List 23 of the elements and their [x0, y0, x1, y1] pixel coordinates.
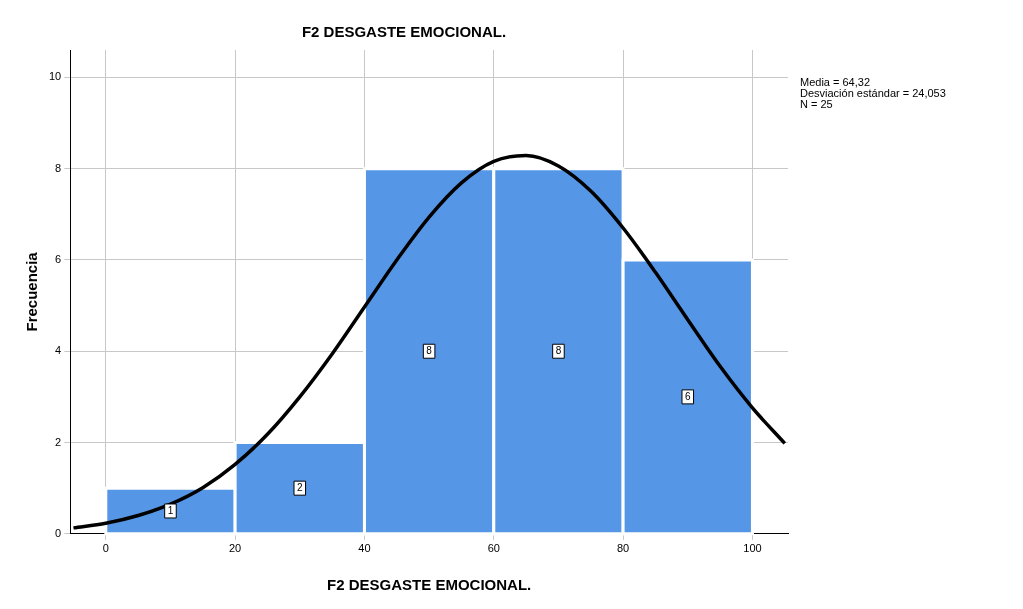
data-label: 2	[297, 481, 304, 493]
y-tick-label: 4	[55, 344, 62, 357]
data-label: 6	[684, 390, 691, 402]
data-label: 8	[555, 344, 562, 356]
x-tick-label: 40	[358, 542, 371, 555]
text: Media = 64,32	[800, 75, 871, 88]
x-tick-label: 60	[487, 542, 500, 555]
text: Desviación estándar = 24,053	[800, 86, 946, 99]
y-tick-label: 10	[48, 70, 62, 83]
chart-title: F2 DESGASTE EMOCIONAL.	[301, 23, 507, 41]
y-tick-label: 6	[55, 252, 62, 265]
data-label: 8	[426, 344, 433, 356]
x-tick-label: 0	[102, 542, 109, 555]
x-tick-label: 20	[229, 542, 242, 555]
data-label: 1	[167, 504, 174, 516]
y-tick-label: 0	[55, 526, 62, 539]
y-tick-label: 8	[55, 161, 62, 174]
x-tick-label: 100	[743, 542, 762, 555]
x-axis-title: F2 DESGASTE EMOCIONAL.	[327, 576, 532, 594]
y-tick-label: 2	[55, 435, 62, 448]
text: N = 25	[800, 97, 833, 110]
x-tick-label: 80	[616, 542, 630, 555]
y-axis-title: Frecuencia	[23, 251, 41, 332]
